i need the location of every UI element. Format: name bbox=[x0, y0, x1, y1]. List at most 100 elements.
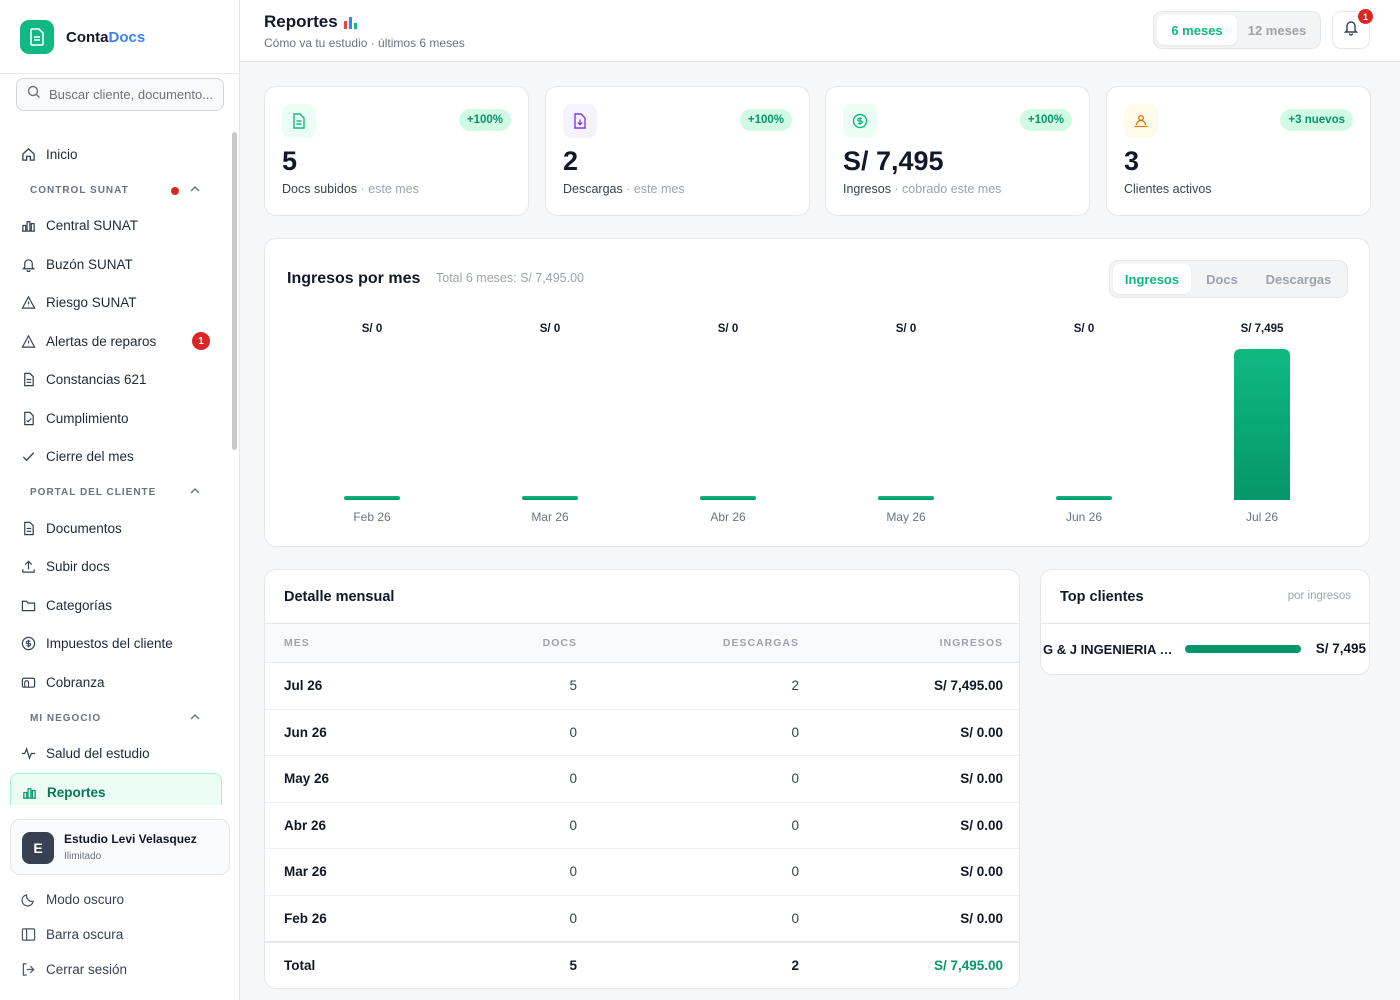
user-name: Estudio Levi Velasquez bbox=[64, 832, 197, 846]
sidebar-item-riesgo-sunat[interactable]: Riesgo SUNAT bbox=[10, 284, 222, 323]
cell-descargas: 0 bbox=[791, 771, 799, 787]
sidebar-bottom-actions: Modo oscuro Barra oscura Cerrar sesión bbox=[10, 882, 230, 987]
kpi-card-income: +100% S/ 7,495 Ingresos · cobrado este m… bbox=[825, 86, 1090, 216]
top-clients-card: Top clientes por ingresos G & J INGENIER… bbox=[1040, 569, 1370, 675]
chart-bar[interactable] bbox=[1056, 496, 1112, 500]
activity-icon bbox=[20, 746, 36, 762]
kpi-card-downloads: +100% 2 Descargas · este mes bbox=[545, 86, 810, 216]
kpi-label: Descargas · este mes bbox=[563, 182, 685, 196]
notification-count-badge: 1 bbox=[1358, 9, 1373, 24]
sidebar-item-inicio[interactable]: Inicio bbox=[10, 135, 222, 174]
x-axis-tick-label: Feb 26 bbox=[353, 510, 391, 524]
kpi-card-docs: +100% 5 Docs subidos · este mes bbox=[264, 86, 529, 216]
chart-bar[interactable] bbox=[344, 496, 400, 500]
sidebar-item-subir-docs[interactable]: Subir docs bbox=[10, 548, 222, 587]
user-card[interactable]: E Estudio Levi Velasquez Ilimitado bbox=[10, 819, 230, 875]
logout-icon bbox=[20, 962, 36, 978]
cell-descargas: 0 bbox=[791, 724, 799, 740]
client-value: S/ 7,495 bbox=[1315, 641, 1366, 656]
section-mi-negocio[interactable]: MI NEGOCIO bbox=[10, 702, 222, 735]
metric-ingresos[interactable]: Ingresos bbox=[1113, 264, 1191, 294]
bar-value-label: S/ 7,495 bbox=[1240, 323, 1284, 335]
metric-docs[interactable]: Docs bbox=[1206, 271, 1238, 287]
sidebar-item-constancias[interactable]: Constancias 621 bbox=[10, 361, 222, 400]
dark-mode-toggle[interactable]: Modo oscuro bbox=[10, 882, 230, 917]
chart-bar[interactable] bbox=[700, 496, 756, 500]
income-chart-card: Ingresos por mes Total 6 meses: S/ 7,495… bbox=[264, 238, 1370, 547]
sidebar-item-documentos[interactable]: Documentos bbox=[10, 509, 222, 548]
sidebar-item-alertas-reparos[interactable]: Alertas de reparos 1 bbox=[10, 322, 222, 361]
folder-icon bbox=[20, 597, 36, 613]
table-row: Abr 26 0 0 S/ 0.00 bbox=[265, 802, 1019, 849]
search-icon bbox=[27, 85, 41, 104]
sidebar-item-salud-estudio[interactable]: Salud del estudio bbox=[10, 735, 222, 774]
bell-icon bbox=[20, 256, 36, 272]
sidebar-item-central-sunat[interactable]: Central SUNAT bbox=[10, 207, 222, 246]
cell-descargas: 0 bbox=[791, 864, 799, 880]
chart-bar[interactable] bbox=[878, 496, 934, 500]
sidebar-item-cumplimiento[interactable]: Cumplimiento bbox=[10, 399, 222, 438]
document-download-icon bbox=[563, 104, 597, 138]
kpi-value: 2 bbox=[563, 146, 579, 176]
avatar: E bbox=[22, 832, 54, 864]
cell-total-label: Total bbox=[284, 957, 316, 973]
sidebar-scrollbar[interactable] bbox=[231, 124, 237, 804]
table-row: Feb 26 0 0 S/ 0.00 bbox=[265, 895, 1019, 942]
cell-descargas: 0 bbox=[791, 817, 799, 833]
sidebar-nav: Inicio CONTROL SUNAT Central SUNAT Buzón… bbox=[10, 135, 222, 805]
metric-toggle: Ingresos Docs Descargas bbox=[1109, 260, 1348, 298]
logout-button[interactable]: Cerrar sesión bbox=[10, 952, 230, 987]
logout-label: Cerrar sesión bbox=[46, 962, 128, 977]
page-subtitle: Cómo va tu estudio · últimos 6 meses bbox=[264, 36, 465, 50]
bell-icon bbox=[1343, 19, 1359, 41]
period-12-months[interactable]: 12 meses bbox=[1247, 22, 1307, 38]
metric-descargas[interactable]: Descargas bbox=[1265, 271, 1332, 287]
chart-bar[interactable] bbox=[522, 496, 578, 500]
cell-ingresos: S/ 7,495.00 bbox=[933, 678, 1003, 694]
notifications-button[interactable]: 1 bbox=[1332, 9, 1373, 49]
section-portal-cliente[interactable]: PORTAL DEL CLIENTE bbox=[10, 476, 222, 509]
kpi-value: S/ 7,495 bbox=[843, 146, 944, 176]
cell-ingresos: S/ 0.00 bbox=[960, 910, 1003, 926]
sidebar-divider bbox=[0, 73, 239, 74]
logo[interactable]: ContaDocs bbox=[20, 20, 145, 54]
cell-descargas: 2 bbox=[791, 678, 799, 694]
cell-mes: Jul 26 bbox=[284, 678, 323, 694]
chart-title: Ingresos por mes bbox=[287, 270, 421, 287]
sidebar-item-label: Salud del estudio bbox=[46, 746, 150, 762]
cell-mes: Abr 26 bbox=[284, 817, 327, 833]
table-row: May 26 0 0 S/ 0.00 bbox=[265, 756, 1019, 802]
bar-value-label: S/ 0 bbox=[717, 323, 739, 335]
sidebar-item-impuestos[interactable]: Impuestos del cliente bbox=[10, 625, 222, 664]
column-header-docs: DOCS bbox=[457, 623, 577, 663]
users-icon bbox=[1124, 104, 1158, 138]
cell-mes: Mar 26 bbox=[284, 864, 327, 880]
client-share-bar bbox=[1185, 645, 1301, 653]
chevron-up-icon bbox=[190, 185, 200, 196]
x-axis-tick-label: Abr 26 bbox=[710, 510, 746, 524]
cell-ingresos: S/ 0.00 bbox=[960, 817, 1003, 833]
sidebar-item-categorias[interactable]: Categorías bbox=[10, 586, 222, 625]
check-icon bbox=[20, 449, 36, 465]
scrollbar-thumb[interactable] bbox=[232, 132, 237, 450]
kpi-card-clients: +3 nuevos 3 Clientes activos bbox=[1106, 86, 1371, 216]
kpi-change-badge: +3 nuevos bbox=[1280, 109, 1353, 131]
cell-docs: 0 bbox=[569, 817, 577, 833]
search-input[interactable] bbox=[49, 87, 214, 102]
sidebar-item-label: Subir docs bbox=[46, 559, 110, 575]
search-box[interactable] bbox=[16, 78, 224, 111]
sidebar: ContaDocs Inicio CONTROL SUNAT Central S… bbox=[0, 0, 240, 1000]
sidebar-item-reportes[interactable]: Reportes bbox=[10, 773, 222, 805]
sidebar-item-cobranza[interactable]: Cobranza bbox=[10, 663, 222, 702]
sidebar-item-label: Constancias 621 bbox=[46, 372, 147, 388]
chart-bar[interactable] bbox=[1234, 349, 1290, 500]
sidebar-item-buzon-sunat[interactable]: Buzón SUNAT bbox=[10, 245, 222, 284]
client-name[interactable]: G & J INGENIERIA SAC bbox=[1043, 642, 1179, 657]
section-control-sunat[interactable]: CONTROL SUNAT bbox=[10, 174, 222, 207]
kpi-change-badge: +100% bbox=[739, 109, 792, 131]
chevron-up-icon bbox=[190, 487, 200, 498]
dark-bar-toggle[interactable]: Barra oscura bbox=[10, 917, 230, 952]
kpi-label: Ingresos · cobrado este mes bbox=[843, 182, 1002, 196]
sidebar-item-cierre-mes[interactable]: Cierre del mes bbox=[10, 438, 222, 477]
period-6-months[interactable]: 6 meses bbox=[1157, 15, 1237, 45]
